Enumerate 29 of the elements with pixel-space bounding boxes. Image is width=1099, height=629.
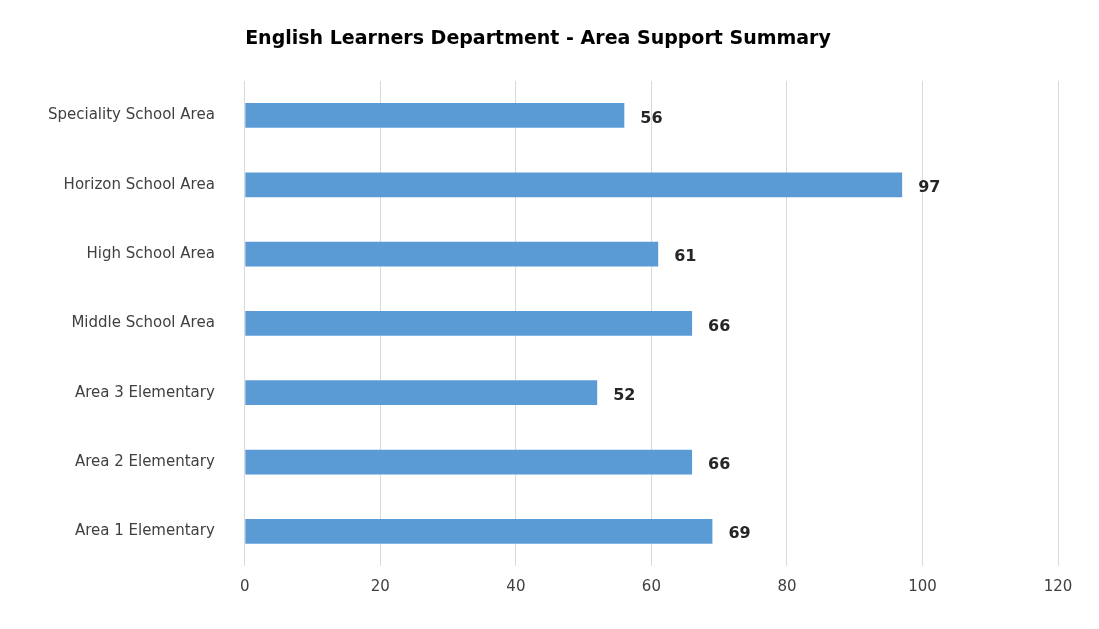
- data-label: 52: [613, 384, 636, 404]
- data-label: 69: [728, 523, 751, 543]
- bar: [245, 172, 903, 198]
- y-tick-label: Horizon School Area: [63, 174, 215, 193]
- y-tick-label: Area 2 Elementary: [74, 451, 215, 470]
- data-label: 66: [708, 454, 731, 474]
- bar: [245, 449, 693, 475]
- chart-title: English Learners Department - Area Support Summary: [245, 26, 832, 49]
- bar: [245, 241, 659, 267]
- x-tick-label: 100: [908, 576, 937, 595]
- x-tick-label: 80: [777, 576, 797, 595]
- bar: [245, 103, 625, 128]
- x-tick-label: 120: [1043, 576, 1073, 595]
- x-tick-label: 0: [240, 576, 250, 595]
- data-label: 97: [918, 176, 941, 196]
- data-label: 61: [674, 246, 697, 266]
- bar: [245, 311, 693, 336]
- data-label: 66: [708, 315, 731, 335]
- y-tick-label: High School Area: [86, 243, 215, 262]
- y-tick-label: Area 1 Elementary: [74, 521, 215, 540]
- y-tick-label: Speciality School Area: [48, 105, 215, 124]
- bar: [245, 518, 713, 544]
- bar: [245, 380, 598, 406]
- x-tick-label: 20: [370, 576, 390, 595]
- y-tick-label: Area 3 Elementary: [74, 382, 215, 401]
- data-label: 56: [640, 107, 663, 127]
- x-tick-label: 60: [641, 576, 661, 595]
- x-tick-label: 40: [506, 576, 526, 595]
- y-tick-label: Middle School Area: [71, 313, 215, 332]
